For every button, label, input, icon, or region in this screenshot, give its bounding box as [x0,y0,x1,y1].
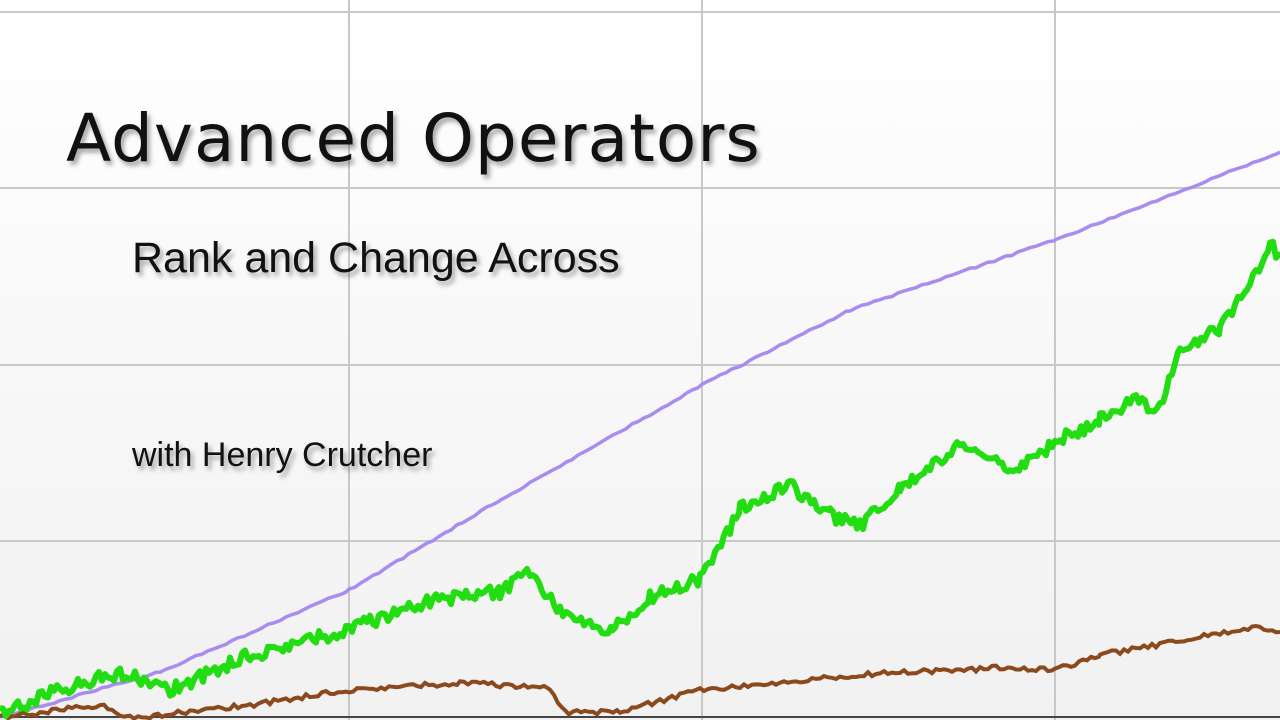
decor-line [0,238,1280,720]
decor-line [0,623,1280,720]
decor-line [0,150,1280,719]
subtitle: Rank and Change Across [132,234,620,282]
presenter: with Henry Crutcher [132,436,433,474]
title: Advanced Operators [66,100,761,177]
